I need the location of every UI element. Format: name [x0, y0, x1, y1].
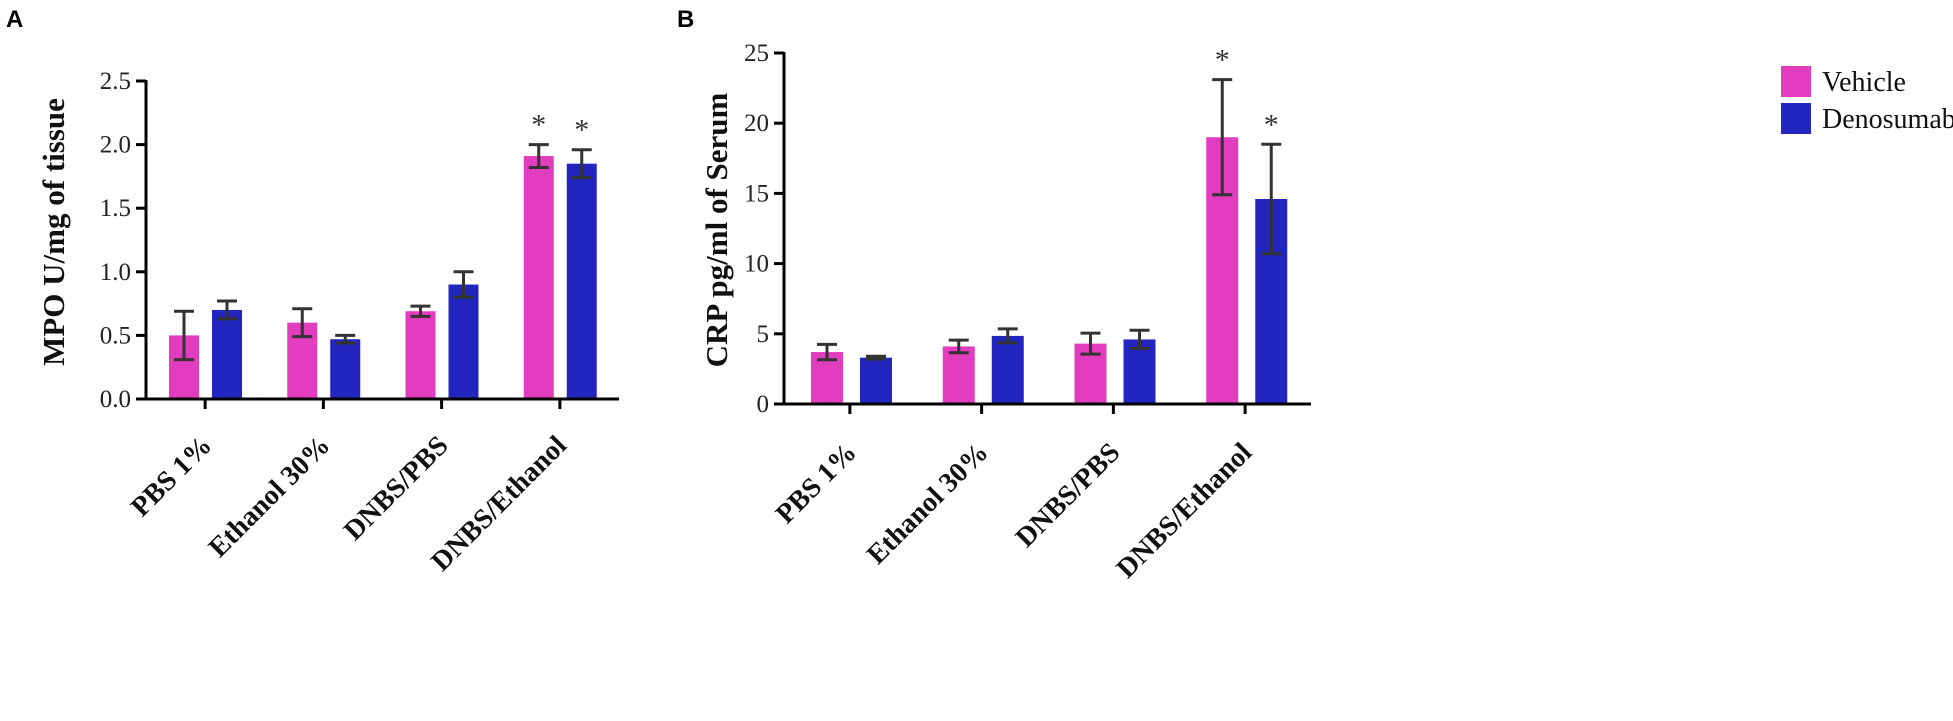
legend-swatch-denosumab	[1781, 103, 1811, 134]
legend-swatch-vehicle	[1781, 66, 1811, 97]
legend-label-denosumab: Denosumab	[1822, 104, 1953, 135]
y-tick-label: 5	[757, 321, 770, 348]
legend: Vehicle Denosumab	[1781, 66, 1953, 135]
y-tick-label: 1.5	[100, 195, 131, 222]
x-tick-label: PBS 1%	[770, 437, 863, 530]
bar-vehicle	[942, 346, 975, 404]
bar-vehicle	[405, 311, 436, 399]
y-tick-label: 0.0	[100, 386, 131, 413]
bar-denosumab	[991, 335, 1024, 404]
x-tick-label: DNBS/PBS	[1010, 437, 1127, 554]
chart-panel-b: CRP pg/ml of Serum 0 5 10 15 20 25 PBS 1%Ethano…	[699, 40, 1311, 584]
panel-letter-b: B	[677, 6, 694, 33]
bar-denosumab	[212, 309, 242, 399]
bar-denosumab	[448, 284, 479, 399]
bar-denosumab	[330, 339, 361, 399]
x-tick-label: DNBS/PBS	[338, 430, 455, 547]
significance-star: *	[531, 109, 546, 142]
panel-letter-a: A	[6, 6, 23, 33]
significance-star: *	[574, 114, 589, 147]
bar-vehicle	[523, 156, 554, 399]
y-axis-label: CRP pg/ml of Serum	[699, 92, 734, 367]
chart-panel-a: MPO U/mg of tissue 0.0 0.5 1.0 1.5 2.0 2.5 PBS …	[36, 68, 619, 577]
y-tick-label: 2.0	[100, 132, 131, 159]
x-tick-label: Ethanol 30%	[203, 430, 337, 564]
y-tick-label: 2.5	[100, 68, 131, 95]
y-tick-label: 0	[757, 391, 770, 418]
y-tick-label: 10	[744, 251, 769, 278]
x-tick-label: PBS 1%	[125, 430, 218, 523]
y-axis-label: MPO U/mg of tissue	[36, 98, 71, 366]
y-tick-label: 15	[744, 180, 769, 207]
x-tick-label: DNBS/Ethanol	[1111, 437, 1259, 585]
y-tick-label: 1.0	[100, 259, 131, 286]
y-tick-label: 20	[744, 110, 769, 137]
bar-denosumab	[1123, 339, 1156, 404]
bar-denosumab	[860, 357, 892, 404]
legend-label-vehicle: Vehicle	[1822, 67, 1906, 98]
bar-denosumab	[566, 163, 597, 399]
significance-star: *	[1215, 44, 1230, 77]
y-tick-label: 25	[744, 40, 769, 67]
significance-star: *	[1264, 108, 1279, 141]
x-tick-label: Ethanol 30%	[861, 437, 995, 571]
y-tick-label: 0.5	[100, 322, 131, 349]
